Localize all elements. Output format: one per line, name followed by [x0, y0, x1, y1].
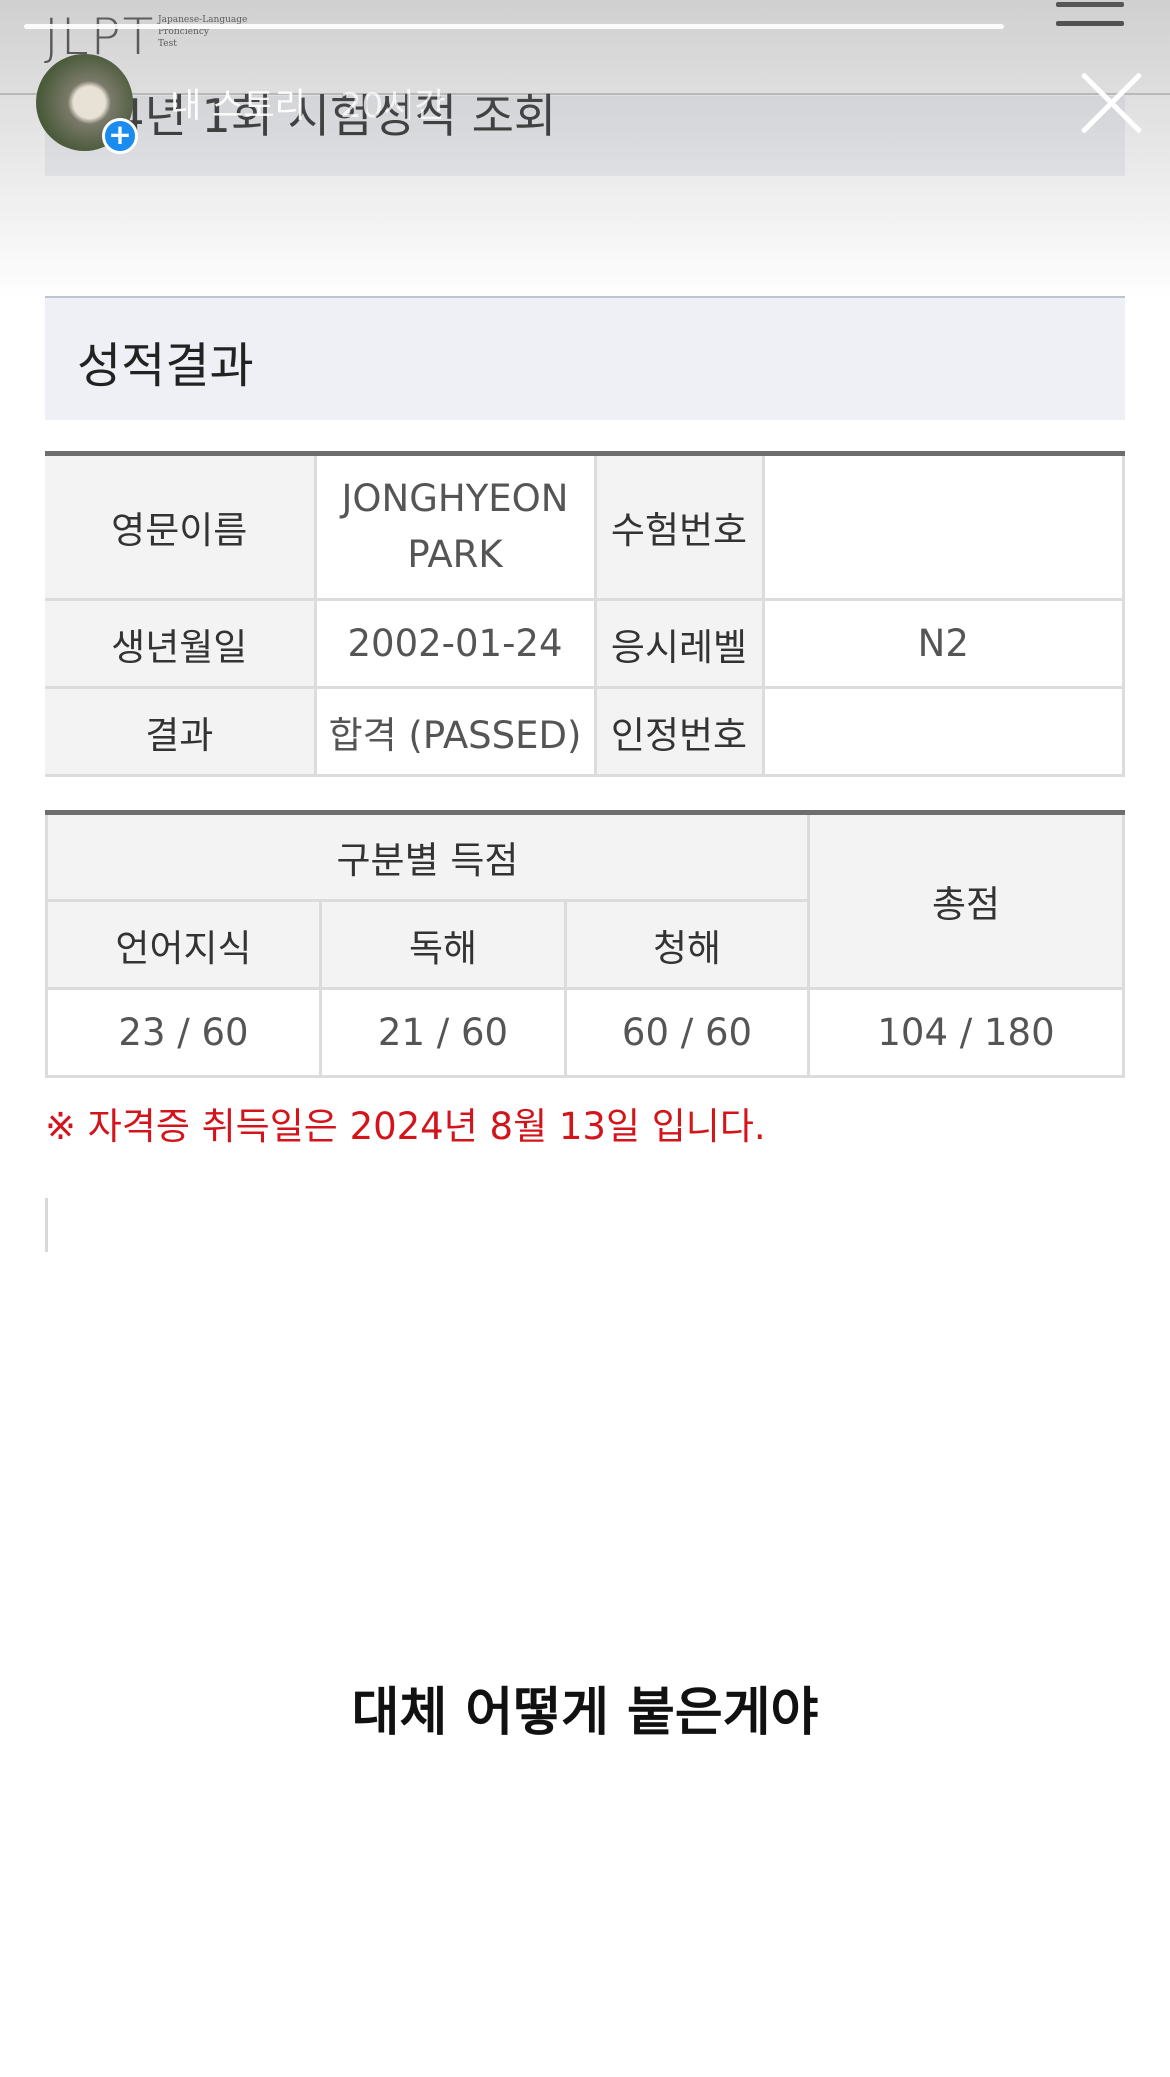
- certificate-notice: ※ 자격증 취득일은 2024년 8월 13일 입니다.: [45, 1105, 766, 1148]
- score-col-language: 언어지식: [45, 899, 322, 990]
- page-title: 24년 1회 시험성적 조회: [86, 89, 557, 143]
- score-language: 23 / 60: [45, 987, 322, 1078]
- section-title: 성적결과: [77, 338, 254, 394]
- score-table: 구분별 득점 총점 언어지식 독해 청해 23 / 60 21 / 60 60 …: [45, 810, 1125, 1078]
- birth-label: 생년월일: [45, 598, 317, 689]
- cert-no-value: [763, 686, 1125, 777]
- story-caption: 대체 어떻게 붙은게야: [351, 1683, 819, 1743]
- info-table: 영문이름 JONGHYEON PARK 수험번호 생년월일 2002-01-24…: [45, 451, 1125, 777]
- result-value: 합격 (PASSED): [315, 686, 597, 777]
- score-listening: 60 / 60: [564, 987, 810, 1078]
- level-value: N2: [763, 598, 1125, 689]
- score-col-reading: 독해: [319, 899, 567, 990]
- score-reading: 21 / 60: [319, 987, 567, 1078]
- birth-value: 2002-01-24: [315, 598, 597, 689]
- story-progress-bar: [24, 24, 1004, 29]
- cert-no-label: 인정번호: [595, 686, 765, 777]
- exam-no-value: [763, 452, 1125, 601]
- hamburger-menu-icon[interactable]: [1056, 2, 1124, 38]
- result-label: 결과: [45, 686, 317, 777]
- story-username[interactable]: 내 스토리: [170, 86, 306, 126]
- close-icon[interactable]: [1076, 68, 1146, 138]
- page-title-bar: [45, 96, 1125, 176]
- story-timestamp: 20시간: [340, 86, 446, 126]
- group-score-header: 구분별 득점: [45, 811, 810, 902]
- add-story-icon[interactable]: +: [102, 118, 138, 154]
- divider: [45, 1198, 48, 1252]
- jlpt-logo-subtitle: Japanese-Language Proficiency Test: [158, 15, 248, 49]
- level-label: 응시레벨: [595, 598, 765, 689]
- total-score-header: 총점: [807, 811, 1125, 990]
- score-col-listening: 청해: [564, 899, 810, 990]
- name-value: JONGHYEON PARK: [315, 452, 597, 601]
- result-section-header: 성적결과: [45, 296, 1125, 420]
- name-label: 영문이름: [45, 452, 317, 601]
- exam-no-label: 수험번호: [595, 452, 765, 601]
- score-total: 104 / 180: [807, 987, 1125, 1078]
